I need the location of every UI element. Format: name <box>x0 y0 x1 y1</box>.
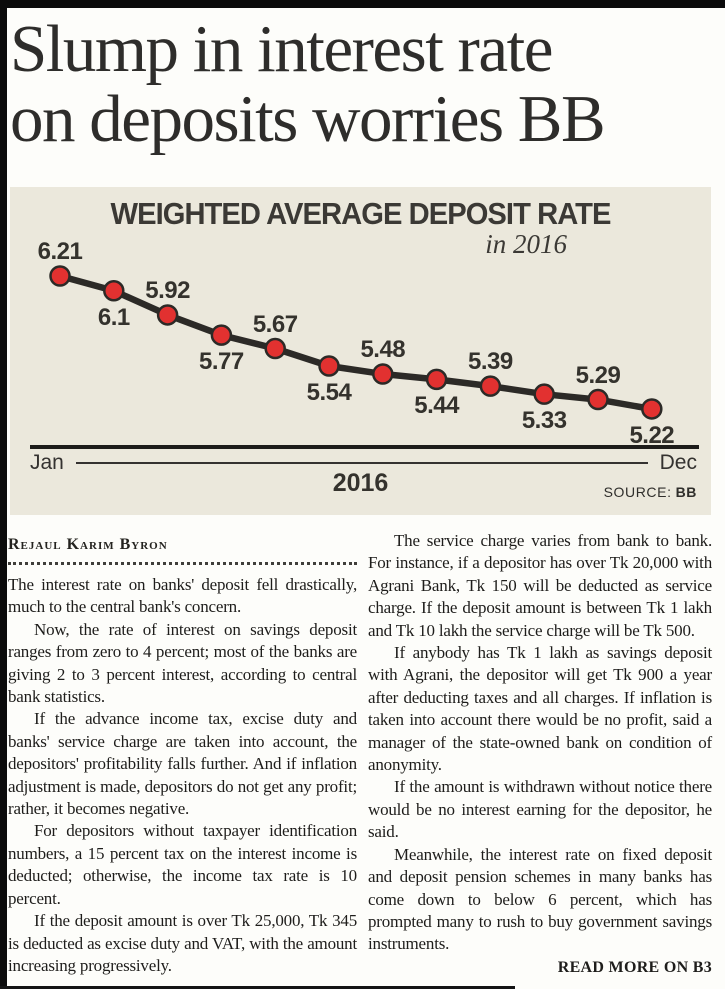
data-point-label: 5.22 <box>629 421 675 449</box>
data-point-label: 5.29 <box>575 361 621 389</box>
headline-line-1: Slump in interest rate <box>10 12 553 86</box>
headline: Slump in interest rate on deposits worrie… <box>10 14 722 154</box>
data-point <box>264 337 286 360</box>
data-point <box>533 383 555 405</box>
read-more: READ MORE ON B3 <box>557 958 712 976</box>
paragraph: If anybody has Tk 1 lakh as savings depo… <box>368 643 712 775</box>
x-axis-start-label: Jan <box>30 451 64 474</box>
data-point <box>479 375 502 397</box>
data-point-label: 5.33 <box>521 407 567 435</box>
byline: Rejaul Karim Byron <box>8 536 168 553</box>
headline-line-2: on deposits worries BB <box>10 82 606 156</box>
data-point <box>210 324 233 346</box>
data-point-label: 5.39 <box>468 348 513 376</box>
data-point-label: 6.1 <box>97 303 130 331</box>
source-value: BB <box>675 484 697 500</box>
data-point <box>103 280 125 302</box>
bottom-edge-bar <box>0 986 515 989</box>
x-axis-rule <box>75 462 648 464</box>
data-point-label: 5.92 <box>145 276 190 304</box>
line-chart-svg <box>49 265 663 420</box>
data-point-label: 6.21 <box>37 238 83 265</box>
chart-subtitle: in 2016 <box>485 229 567 259</box>
article-right-column: The service charge varies from bank to b… <box>368 530 712 977</box>
data-point <box>318 355 340 377</box>
data-point-label: 5.54 <box>306 378 352 406</box>
data-point-label: 5.77 <box>199 348 244 376</box>
top-edge-bar <box>0 0 725 8</box>
x-axis-end-label: Dec <box>659 451 697 474</box>
deposit-rate-chart: WEIGHTED AVERAGE DEPOSIT RATE in 2016 6.… <box>10 187 711 515</box>
data-point <box>425 368 448 391</box>
paragraph: If the deposit amount is over Tk 25,000,… <box>8 911 357 975</box>
x-axis-labels: Jan Dec <box>30 451 697 475</box>
chart-title: WEIGHTED AVERAGE DEPOSIT RATE <box>110 196 612 231</box>
data-point-label: 5.67 <box>252 310 298 338</box>
data-point <box>587 388 609 411</box>
x-axis-line <box>30 445 699 449</box>
data-point-label: 5.48 <box>360 336 406 364</box>
source-label: SOURCE: <box>603 484 672 500</box>
paragraph: If the amount is withdrawn without notic… <box>368 777 712 842</box>
byline-divider <box>8 562 357 565</box>
paragraph: Now, the rate of interest on savings dep… <box>8 619 357 707</box>
data-point-label: 5.44 <box>414 392 459 420</box>
article-left-column: Rejaul Karim Byron The interest rate on … <box>8 530 357 977</box>
paragraph: The interest rate on banks' deposit fell… <box>8 575 357 617</box>
paragraph: Meanwhile, the interest rate on fixed de… <box>368 844 712 954</box>
paragraph: For depositors without taxpayer identifi… <box>8 821 357 908</box>
chart-plot-area: 6.21 6.1 5.92 5.77 5.67 5.54 5.48 5.44 5.39 5.33 5… <box>10 187 711 515</box>
x-axis-year-label: 2016 <box>332 469 389 497</box>
paragraph: The service charge varies from bank to b… <box>368 531 712 640</box>
source-credit: SOURCE: BB <box>604 484 697 500</box>
paragraph: If the advance income tax, excise duty a… <box>8 709 357 819</box>
data-point <box>372 363 394 385</box>
data-point <box>49 265 71 287</box>
data-point <box>641 398 663 420</box>
left-edge-bar <box>0 0 7 989</box>
data-point <box>156 304 179 326</box>
